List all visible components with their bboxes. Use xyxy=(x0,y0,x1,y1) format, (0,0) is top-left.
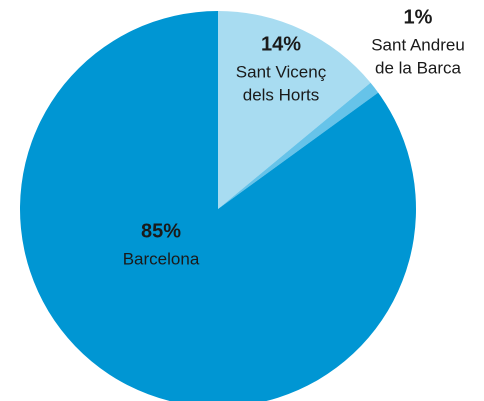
pie-slice xyxy=(218,11,371,209)
pie-slice xyxy=(218,82,379,209)
category-label: de la Barca xyxy=(375,58,462,77)
category-label: Sant Vicenç xyxy=(236,62,327,81)
category-label: Sant Andreu xyxy=(371,35,465,54)
category-label: dels Horts xyxy=(243,85,320,104)
value-label: 85% xyxy=(141,220,181,242)
pie-slice xyxy=(20,11,416,401)
value-label: 1% xyxy=(404,6,433,28)
category-label: Barcelona xyxy=(123,249,200,268)
value-label: 14% xyxy=(261,33,301,55)
